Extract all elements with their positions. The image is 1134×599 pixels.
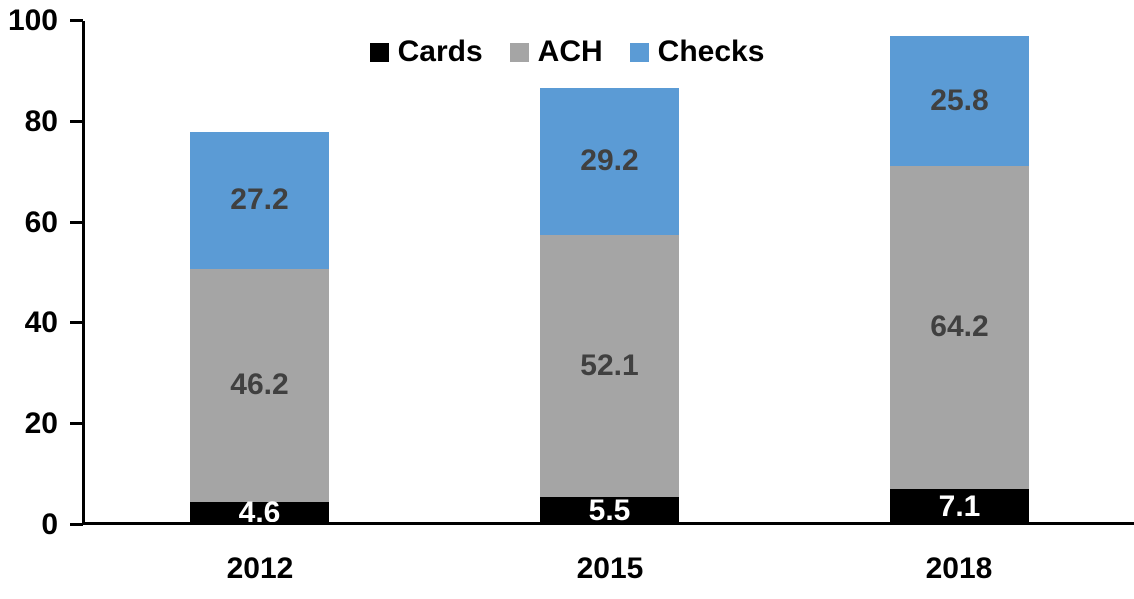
legend-label-checks: Checks [657,35,765,68]
bar-segment-cards-2018 [890,489,1029,525]
data-label-checks-2018: 25.8 [930,84,989,117]
legend-swatch-cards-icon [369,42,389,62]
legend-label-ach: ACH [537,35,603,68]
legend-swatch-checks-icon [629,42,649,62]
data-label-checks-2015: 29.2 [580,144,639,177]
y-tick-mark [70,321,83,324]
y-tick-mark [70,221,83,224]
x-axis-label-2015: 2015 [576,552,644,585]
y-tick-label: 80 [24,105,58,138]
y-tick-label: 20 [24,407,58,440]
bar-segment-ach-2018 [890,165,1029,490]
legend: Cards ACH Checks [0,36,1134,68]
data-label-ach-2015: 52.1 [580,349,639,382]
y-tick-label: 40 [24,306,58,339]
data-label-ach-2018: 64.2 [930,310,989,343]
legend-item-checks: Checks [629,35,765,68]
bar-segment-checks-2012 [190,131,329,269]
bar-segment-checks-2015 [540,87,679,235]
y-tick-mark [70,523,83,526]
x-axis-label-2018: 2018 [925,552,993,585]
y-axis-line [82,21,85,525]
legend-swatch-ach-icon [509,42,529,62]
bar-segment-cards-2015 [540,497,679,525]
y-tick-label: 100 [7,4,58,37]
legend-item-cards: Cards [369,35,483,68]
y-tick-label: 0 [41,508,58,541]
data-label-ach-2012: 46.2 [230,368,289,401]
bar-segment-ach-2012 [190,268,329,502]
data-label-cards-2018: 7.1 [938,490,981,523]
data-label-cards-2015: 5.5 [588,494,631,527]
y-tick-label: 60 [24,206,58,239]
bar-segment-ach-2015 [540,234,679,498]
y-tick-mark [70,19,83,22]
y-tick-mark [70,120,83,123]
bar-segment-checks-2018 [890,35,1029,166]
y-tick-mark [70,422,83,425]
x-axis-label-2012: 2012 [226,552,294,585]
legend-item-ach: ACH [509,35,603,68]
data-label-checks-2012: 27.2 [230,183,289,216]
x-axis-line [82,522,1134,525]
bar-segment-cards-2012 [190,501,329,525]
legend-label-cards: Cards [397,35,483,68]
